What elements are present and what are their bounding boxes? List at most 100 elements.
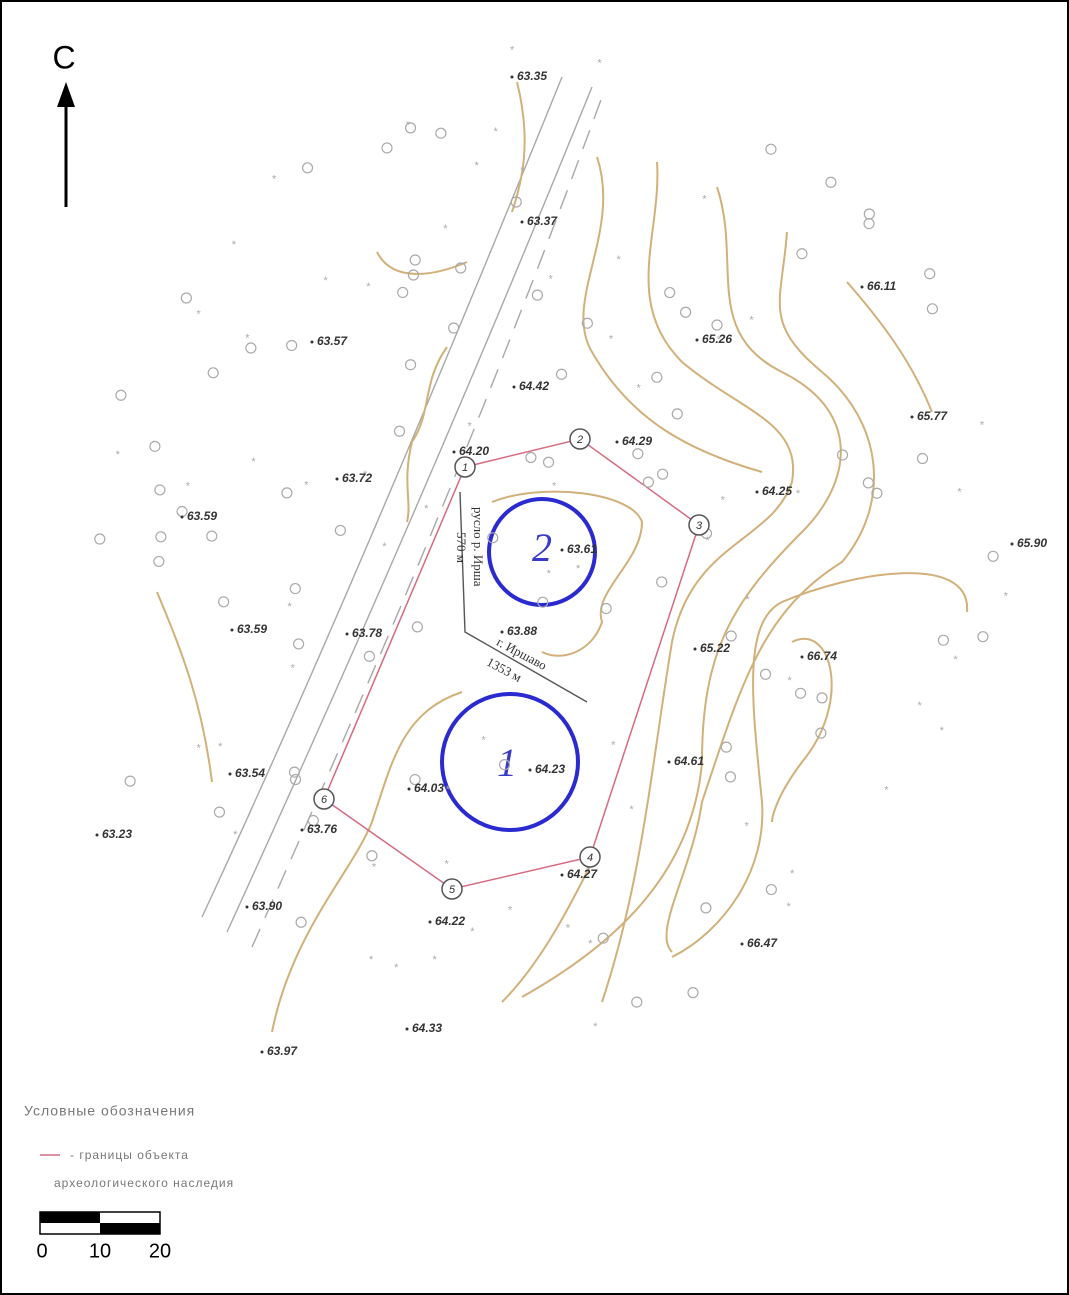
tree-marker: * [291, 663, 296, 675]
legend-title: Условные обозначения [24, 1103, 195, 1119]
tree-marker [449, 323, 459, 333]
elevation-dot [741, 943, 744, 946]
elevation-dot [513, 386, 516, 389]
tree-marker: * [287, 601, 292, 613]
tree-marker [643, 477, 653, 487]
tree-marker: * [482, 735, 487, 747]
north-arrow-head [57, 82, 75, 107]
tree-marker: * [233, 829, 238, 841]
elevation-dot [246, 906, 249, 909]
elevation-label: 64.03 [414, 781, 444, 795]
tree-marker [766, 885, 776, 895]
tree-marker: * [508, 904, 513, 916]
elevation-label: 63.97 [267, 1044, 298, 1058]
tree-marker [978, 632, 988, 642]
elevation-label: 65.22 [700, 641, 730, 655]
tree-marker: * [576, 563, 581, 575]
tree-marker [838, 450, 848, 460]
tree-marker: * [1004, 590, 1009, 602]
tree-marker [688, 988, 698, 998]
tree-marker: * [245, 332, 250, 344]
elevation-label: 63.90 [252, 899, 282, 913]
elevation-dot [231, 629, 234, 632]
boundary-point-label: 6 [321, 794, 328, 806]
tree-marker [181, 293, 191, 303]
tree-marker [632, 997, 642, 1007]
elevation-dot [521, 221, 524, 224]
elevation-label: 64.61 [674, 754, 704, 768]
tree-marker [290, 584, 300, 594]
tree-marker [395, 426, 405, 436]
tree-marker [681, 307, 691, 317]
tree-marker: * [593, 1021, 598, 1033]
tree-marker [289, 767, 299, 777]
tree-marker [701, 903, 711, 913]
tree-marker [544, 457, 554, 467]
tree-marker: * [940, 725, 945, 737]
tree-marker [721, 742, 731, 752]
elevation-dot [696, 339, 699, 342]
tree-marker: * [597, 57, 602, 69]
tree-marker: * [957, 486, 962, 498]
roads [202, 77, 602, 947]
elevation-dot [229, 773, 232, 776]
scale-bar [40, 1212, 160, 1234]
tree-marker: * [510, 45, 515, 57]
elevation-dot [406, 1028, 409, 1031]
tree-marker [294, 639, 304, 649]
tree-marker: * [588, 938, 593, 950]
elevation-dot [694, 648, 697, 651]
tree-marker: * [702, 193, 707, 205]
tree-marker: * [467, 421, 472, 433]
tree-marker [408, 270, 418, 280]
tree-marker [918, 454, 928, 464]
tree-marker [601, 603, 611, 613]
tree-marker [219, 597, 229, 607]
tree-marker [154, 556, 164, 566]
elevation-label: 63.72 [342, 471, 372, 485]
tree-marker: * [786, 901, 791, 913]
elevation-dot [429, 921, 432, 924]
elevation-label: 63.59 [237, 622, 267, 636]
tree-marker: * [790, 868, 795, 880]
tree-marker: * [232, 239, 237, 251]
tree-marker: * [196, 743, 201, 755]
tree-marker: * [616, 254, 621, 266]
tree-marker [725, 772, 735, 782]
tree-marker: * [444, 859, 449, 871]
tree-marker [382, 143, 392, 153]
tree-marker: * [382, 541, 387, 553]
tree-marker: * [918, 700, 923, 712]
tree-marker [125, 776, 135, 786]
tree-marker: * [372, 861, 377, 873]
tree-marker [726, 631, 736, 641]
tree-marker: * [446, 784, 451, 796]
tree-marker [155, 485, 165, 495]
tree-marker [410, 255, 420, 265]
elevation-dot [301, 829, 304, 832]
tree-marker [412, 622, 422, 632]
tree-marker: * [721, 495, 726, 507]
tree-marker [335, 525, 345, 535]
tree-marker [95, 534, 105, 544]
tree-marker [712, 320, 722, 330]
boundary-point-label: 2 [576, 434, 583, 446]
tree-marker [657, 577, 667, 587]
elevation-label: 63.76 [307, 822, 337, 836]
tree-marker: * [547, 568, 552, 580]
object-label: 2 [532, 525, 552, 570]
tree-marker [208, 368, 218, 378]
annotation: русло р. Ирша [471, 507, 486, 587]
tree-marker [863, 478, 873, 488]
elevation-dot [911, 416, 914, 419]
elevation-dot [408, 788, 411, 791]
elevation-dot [561, 874, 564, 877]
elevation-dot [756, 491, 759, 494]
elevation-label: 63.54 [235, 766, 265, 780]
elevation-label: 64.33 [412, 1021, 442, 1035]
tree-marker: * [566, 923, 571, 935]
tree-marker [116, 390, 126, 400]
tree-marker [826, 177, 836, 187]
elevation-dot [529, 769, 532, 772]
boundary-point-label: 3 [696, 520, 703, 532]
